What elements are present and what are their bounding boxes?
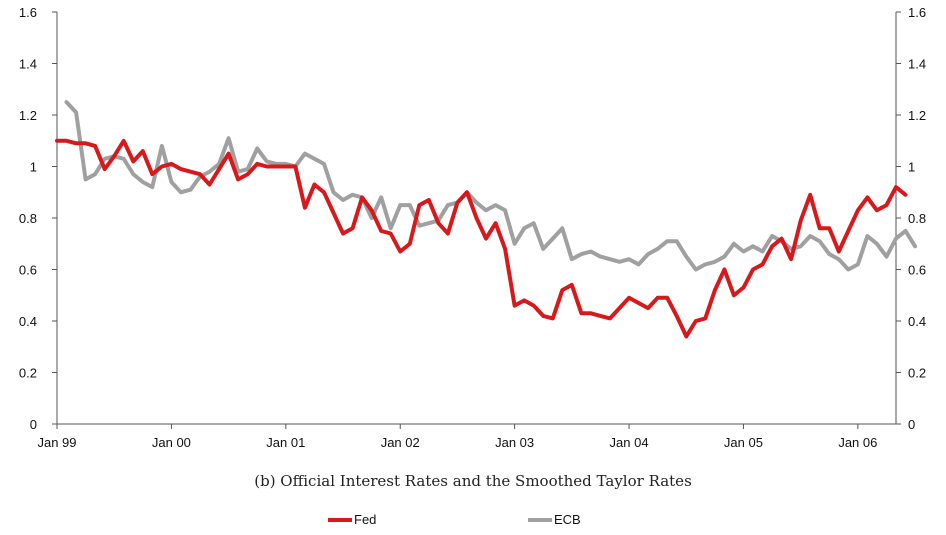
left-y-tick-label: 1.4: [19, 57, 37, 72]
left-y-tick-label: 0.2: [19, 366, 37, 381]
legend-item-fed: Fed: [328, 512, 376, 527]
left-y-tick-label: 1.6: [19, 5, 37, 20]
x-tick-label: Jan 03: [495, 435, 534, 450]
legend: Fed ECB: [0, 512, 946, 530]
x-tick-label: Jan 00: [152, 435, 191, 450]
right-y-tick-label: 0.4: [908, 314, 926, 329]
legend-item-ecb: ECB: [528, 512, 581, 527]
series-line-fed: [55, 138, 908, 339]
left-y-tick-label: 0.4: [19, 314, 37, 329]
legend-swatch-fed: [328, 517, 352, 522]
left-y-tick-label: 1: [30, 160, 37, 175]
left-y-tick-label: 0.6: [19, 263, 37, 278]
x-tick-label: Jan 04: [610, 435, 649, 450]
x-axis-ticks: Jan 99 Jan 00 Jan 01 Jan 02 Jan 03 Jan 04 Jan …: [37, 424, 877, 450]
left-y-tick-label: 0.8: [19, 211, 37, 226]
x-tick-label: Jan 02: [381, 435, 420, 450]
x-tick-label: Jan 06: [838, 435, 877, 450]
figure-caption: (b) Official Interest Rates and the Smoo…: [254, 472, 692, 490]
series-lines: [55, 100, 918, 339]
right-y-tick-label: 0.6: [908, 263, 926, 278]
right-y-tick-label: 0.8: [908, 211, 926, 226]
legend-label-ecb: ECB: [554, 512, 581, 527]
line-chart: 0 0.2 0.4 0.6 0.8 1 1.2 1.4 1.6 0 0.2 0.4 0.6 0.8 1 1.…: [19, 5, 926, 450]
right-y-tick-label: 1.2: [908, 108, 926, 123]
x-tick-label: Jan 05: [724, 435, 763, 450]
left-y-tick-label: 1.2: [19, 108, 37, 123]
right-y-tick-label: 0.2: [908, 366, 926, 381]
right-y-axis-ticks: 0 0.2 0.4 0.6 0.8 1 1.2 1.4 1.6: [896, 5, 926, 432]
right-y-tick-label: 1.4: [908, 57, 926, 72]
right-y-tick-label: 1.6: [908, 5, 926, 20]
right-y-tick-label: 1: [908, 160, 915, 175]
right-y-tick-label: 0: [908, 417, 915, 432]
series-line-ecb: [64, 100, 918, 272]
left-y-tick-label: 0: [30, 417, 37, 432]
x-tick-label: Jan 99: [37, 435, 76, 450]
legend-label-fed: Fed: [354, 512, 377, 527]
x-tick-label: Jan 01: [266, 435, 305, 450]
left-y-axis-ticks: 0 0.2 0.4 0.6 0.8 1 1.2 1.4 1.6: [19, 5, 57, 432]
legend-swatch-ecb: [528, 517, 552, 522]
